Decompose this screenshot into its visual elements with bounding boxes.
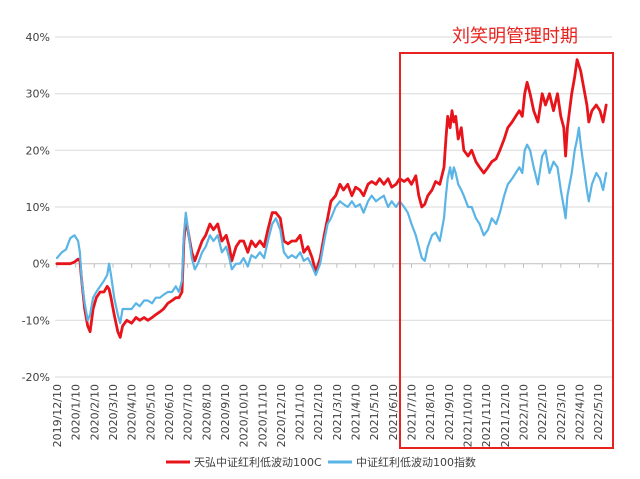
x-tick-label: 2020/1/10 [70,384,83,440]
x-tick-label: 2020/8/10 [200,384,213,440]
annotation-label: 刘笑明管理时期 [452,26,578,47]
y-tick-label: 40% [26,31,50,44]
x-tick-label: 2021/12/10 [499,384,512,447]
series-line-fund [55,58,608,339]
x-tick-label: 2021/4/10 [350,384,363,440]
x-tick-label: 2020/12/10 [275,384,288,447]
x-tick-label: 2021/7/10 [406,384,419,440]
x-tick-label: 2022/3/10 [555,384,568,440]
x-tick-label: 2020/10/10 [238,384,251,447]
x-tick-label: 2021/10/10 [462,384,475,447]
y-tick-label: 10% [26,201,50,214]
x-tick-label: 2020/7/10 [182,384,195,440]
x-tick-label: 2021/2/10 [312,384,325,440]
legend-item: 天弘中证红利低波动100C [166,456,322,469]
series-line-index [55,126,608,325]
series-lines [55,58,608,339]
axes: 40% 30% 20% 10% 0% -10% -20%2019/12/10 2020/1/1… [22,31,606,447]
x-tick-label: 2021/8/10 [424,384,437,440]
legend-item: 中证红利低波动100指数 [328,455,476,469]
x-tick-label: 2022/5/10 [592,384,605,440]
x-tick-label: 2020/4/10 [126,384,139,440]
legend: 天弘中证红利低波动100C 中证红利低波动100指数 [166,455,476,469]
x-tick-label: 2022/4/10 [574,384,587,440]
x-tick-label: 2020/6/10 [163,384,176,440]
x-tick-label: 2020/11/10 [256,384,269,447]
y-tick-label: -20% [22,371,50,384]
y-tick-label: 20% [26,144,50,157]
x-tick-label: 2021/5/10 [368,384,381,440]
x-tick-label: 2020/2/10 [88,384,101,440]
x-tick-label: 2021/1/10 [294,384,307,440]
y-tick-label: -10% [22,314,50,327]
x-tick-label: 2020/9/10 [219,384,232,440]
y-tick-label: 30% [26,88,50,101]
x-tick-label: 2020/5/10 [144,384,157,440]
x-tick-label: 2021/11/10 [480,384,493,447]
x-tick-label: 2022/1/10 [518,384,531,440]
legend-label: 中证红利低波动100指数 [356,455,476,469]
legend-label: 天弘中证红利低波动100C [194,456,322,469]
y-tick-label: 0% [33,258,50,271]
x-tick-label: 2021/9/10 [443,384,456,440]
x-tick-label: 2019/12/10 [51,384,64,447]
annotation-box [399,52,614,449]
x-tick-label: 2020/3/10 [107,384,120,440]
x-tick-label: 2022/2/10 [536,384,549,440]
x-tick-label: 2021/6/10 [387,384,400,440]
x-tick-label: 2021/3/10 [331,384,344,440]
